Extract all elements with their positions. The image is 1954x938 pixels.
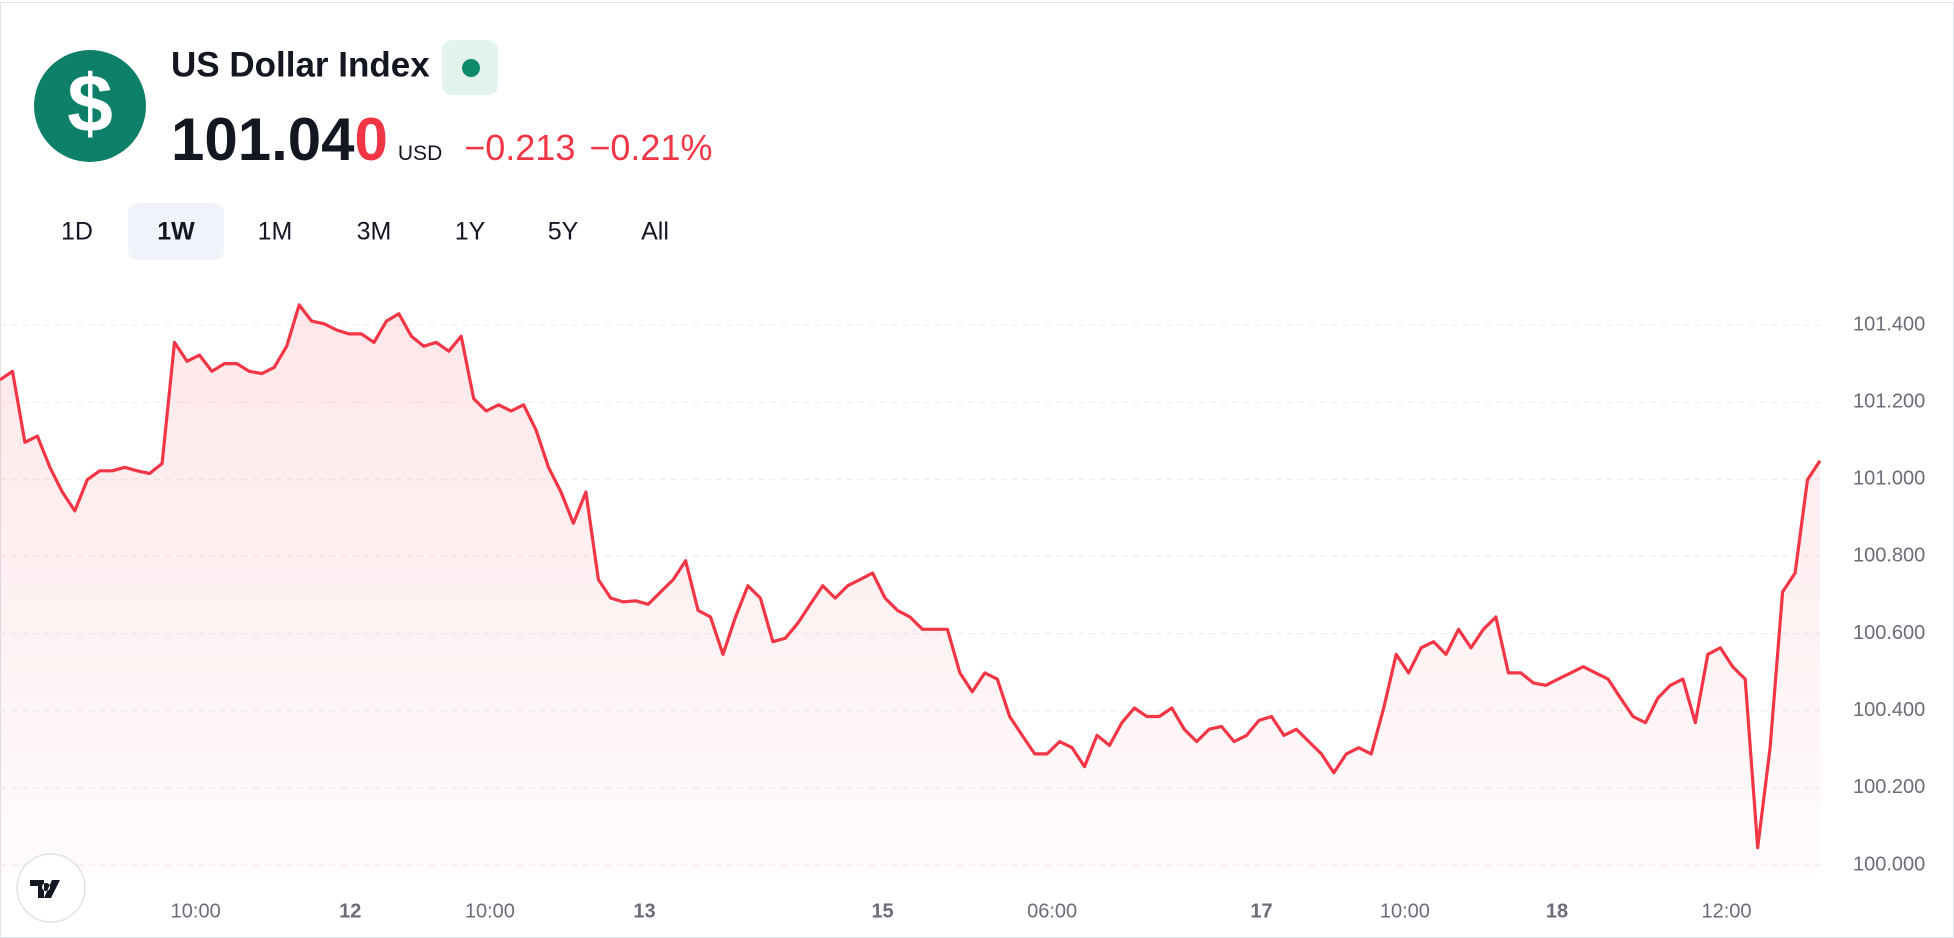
chart: 100.000 100.200 100.400 100.600 100.800 101.0… [0,303,1925,922]
x-tick-label: 12:00 [1701,900,1751,922]
price: 101.04 [171,106,355,173]
range-tab[interactable]: 1W [157,218,195,246]
price-line [0,303,1822,850]
x-tick-label: 10:00 [465,900,515,922]
tab-highlight[interactable] [128,203,224,260]
currency: USD [398,142,442,165]
y-tick-label: 100.400 [1853,699,1925,721]
y-tick-label: 100.800 [1853,545,1925,567]
x-tick-label: 06:00 [1027,900,1077,922]
y-tick-label: 100.600 [1853,622,1925,644]
logo-symbol: $ [67,59,113,150]
x-tick-label: 18 [1546,900,1568,922]
range-tab[interactable]: 5Y [548,218,579,246]
y-tick-label: 101.000 [1853,468,1925,490]
change-percent: −0.21% [589,127,712,168]
range-tab[interactable]: All [641,218,669,246]
title: US Dollar Index [171,45,430,84]
change: −0.213 [464,127,575,168]
x-tick-label: 15 [871,900,893,922]
area-fill [0,304,1820,873]
range-tab[interactable]: 1Y [455,218,486,246]
x-tick-label: 13 [633,900,655,922]
price-line: 101.040 USD −0.213 −0.21% [171,106,712,173]
range-tab[interactable]: 3M [357,218,392,246]
logo [34,50,146,162]
y-tick-label: 101.400 [1853,313,1925,335]
tradingview-logo[interactable] [16,853,86,923]
y-tick-label: 100.000 [1853,853,1925,875]
x-tick-label: 12 [339,900,361,922]
range-tabs: 1D 1W 1M 3M 1Y 5Y All [61,203,669,260]
range-tab[interactable]: 1M [258,218,293,246]
x-tick-label: 10:00 [171,900,221,922]
price-last-digit: 0 [355,106,388,173]
y-tick-label: 101.200 [1853,390,1925,412]
status-dot [462,59,480,77]
x-tick-label: 17 [1250,900,1272,922]
x-tick-label: 10:00 [1380,900,1430,922]
range-tab[interactable]: 1D [61,218,93,246]
y-tick-label: 100.200 [1853,776,1925,798]
